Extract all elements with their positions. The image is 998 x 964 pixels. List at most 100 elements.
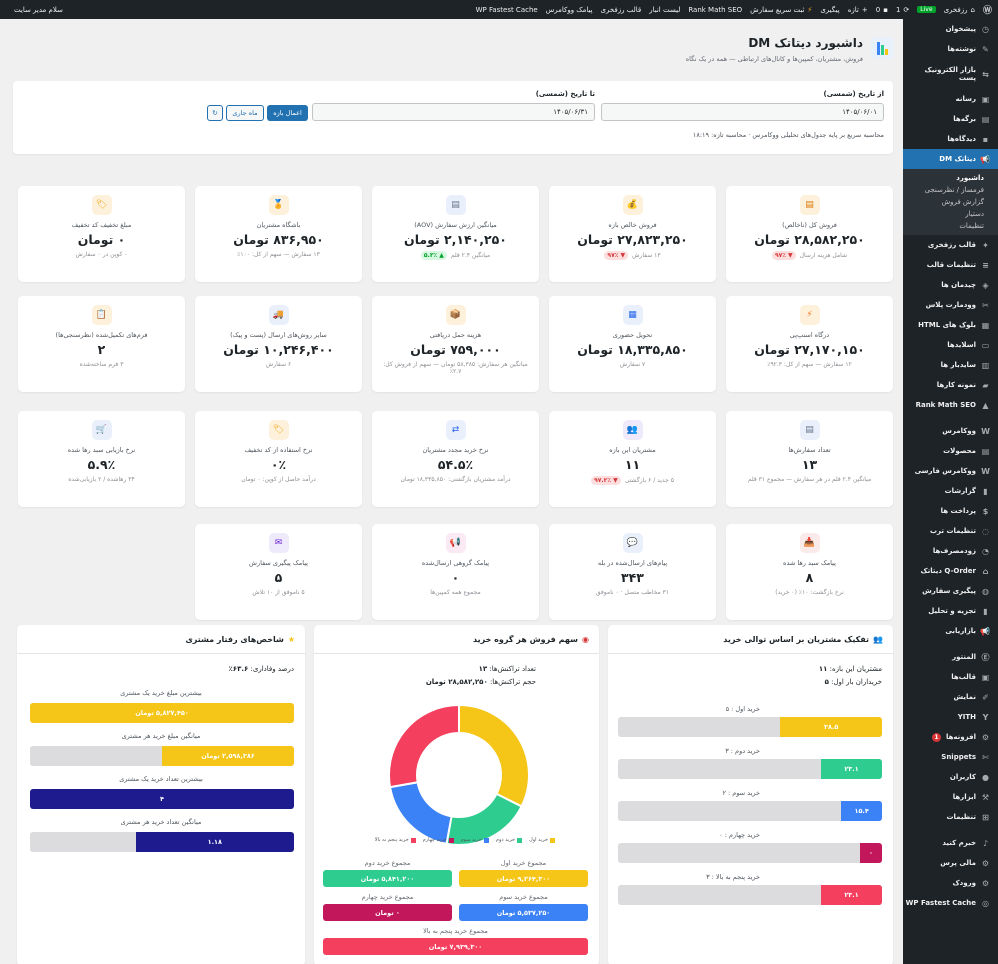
sidebar-item[interactable]: 📢 بازاریابی: [903, 621, 998, 641]
tag-icon: 🏷: [268, 420, 289, 440]
sidebar-item-label: خبرم کنید: [942, 839, 976, 847]
site-name-link[interactable]: ⌂ رزفخری: [943, 5, 975, 14]
sidebar-item[interactable]: ≡ تنظیمات قالب: [903, 255, 998, 275]
sidebar-item[interactable]: Ⓔ المنتور: [903, 647, 998, 667]
current-month-button[interactable]: ماه جاری: [226, 105, 264, 121]
purchase-sequence-panel: 👥 تفکیک مشتریان بر اساس توالی خرید مشتریا…: [608, 625, 893, 964]
apply-range-button[interactable]: اعمال بازه: [267, 105, 308, 121]
sidebar-item[interactable]: ◷ پیشخوان: [903, 19, 998, 39]
sidebar-item[interactable]: ⚒ ابزارها: [903, 787, 998, 807]
sidebar-item-label: تنظیمات قالب: [926, 261, 976, 269]
sidebar-item[interactable]: ◈ چیدمان ها: [903, 275, 998, 295]
my-account-link[interactable]: سلام مدیر سایت: [14, 5, 63, 14]
live-badge[interactable]: Live: [917, 6, 936, 13]
to-date-label: تا تاریخ (شمسی): [535, 90, 595, 98]
kpi-value: ۱۸,۳۳۵,۸۵۰ تومان: [577, 342, 688, 357]
sidebar-item[interactable]: ◎ WP Fastest Cache: [903, 893, 998, 913]
submenu-item[interactable]: دستیار: [965, 210, 984, 218]
sidebar-item[interactable]: W ووکامرس: [903, 421, 998, 441]
sidebar-item[interactable]: ▣ رسانه: [903, 89, 998, 109]
sidebar-item[interactable]: ✎ نوشته‌ها: [903, 39, 998, 59]
megaphone-icon: 📢: [445, 533, 466, 553]
from-date-input[interactable]: ۱۴۰۵/۰۶/۰۱: [601, 103, 884, 121]
adminbar-item[interactable]: لیست انبار: [649, 5, 681, 14]
kpi-card: ⚡ درگاه اسنپ‌پی ۲۷,۱۷۰,۱۵۰ تومان ۱۲ سفارش —…: [726, 296, 893, 392]
sidebar-item[interactable]: ✄ Snippets: [903, 747, 998, 767]
submenu-item[interactable]: فرمساز / نظرسنجی: [924, 186, 984, 194]
behavior-bar-value: ۴: [160, 795, 164, 803]
sidebar-item[interactable]: ▣ قالب‌ها: [903, 667, 998, 687]
kpi-subtext-label: ۶ سفارش: [265, 361, 292, 368]
tool-icon: ✂: [982, 300, 989, 310]
sidebar-item[interactable]: ⚙ مالی پرس: [903, 853, 998, 873]
sidebar-item[interactable]: ▤ برگه‌ها: [903, 109, 998, 129]
sidebar-item[interactable]: ⚙ افزونه‌ها 1: [903, 727, 998, 747]
kpi-value: ۵۴.۵٪: [437, 457, 474, 472]
submenu-item[interactable]: داشبورد: [956, 174, 984, 182]
behavior-bar-track: ۴: [30, 789, 294, 809]
adminbar-item[interactable]: ⚡ ثبت سریع سفارش: [750, 5, 813, 14]
star-icon: ★: [287, 635, 295, 644]
sidebar-item[interactable]: Y YITH: [903, 707, 998, 727]
sidebar-item[interactable]: ▭ اسلایدها: [903, 335, 998, 355]
behavior-bar-label: میانگین تعداد خرید هر مشتری: [120, 818, 202, 826]
to-date-input[interactable]: ۱۴۰۵/۰۶/۳۱: [312, 103, 595, 121]
sidebar-item[interactable]: ⇆ بازار الکترونیک پست: [903, 59, 998, 89]
kpi-subtext: درآمد مشتریان بازگشتی: ۱۸,۳۳۵,۸۵۰ تومان: [372, 476, 539, 483]
new-content-link[interactable]: + تازه: [847, 5, 868, 14]
sequence-bar-label: خرید پنجم به بالا : ۳: [706, 873, 760, 881]
sidebar-item[interactable]: ▮ تجزیه و تحلیل: [903, 601, 998, 621]
sidebar-item[interactable]: ▦ بلوک های HTML: [903, 315, 998, 335]
sidebar-item[interactable]: ● کاربران: [903, 767, 998, 787]
sequence-bar-track: ۱۵.۴: [618, 801, 882, 821]
sidebar-item-label: تجزیه و تحلیل: [928, 607, 976, 615]
sidebar-item[interactable]: ▪ دیدگاه‌ها: [903, 129, 998, 149]
sidebar-item[interactable]: ▰ نمونه کارها: [903, 375, 998, 395]
adminbar-item[interactable]: پیگیری: [820, 5, 840, 14]
sidebar-item[interactable]: ◔ زودمصرف‌ها: [903, 541, 998, 561]
sidebar-item[interactable]: ▤ محصولات: [903, 441, 998, 461]
submenu-item[interactable]: تنظیمات: [959, 222, 984, 230]
wp-logo-menu[interactable]: Ⓦ: [983, 3, 992, 16]
admin-bar: Ⓦ ⌂ رزفخری Live ⟳ 1 ▪ 0 + تازه پیگیری ⚡ ثبت س…: [0, 0, 998, 19]
kpi-subtext-label: ۳۱ مخاطب متصل · ۰ ناموفق: [595, 589, 670, 596]
legend-label: خرید چهارم: [422, 837, 447, 843]
sidebar-item[interactable]: 📢 دیتاتک DM: [903, 149, 998, 169]
sidebar-item[interactable]: ▲ Rank Math SEO: [903, 395, 998, 415]
brush-icon: ✐: [982, 692, 989, 702]
page-title: داشبورد دیتاتک DM: [748, 36, 863, 50]
sidebar-item[interactable]: W ووکامرس فارسی: [903, 461, 998, 481]
kpi-value: ۰٪: [270, 457, 287, 472]
comments-link[interactable]: ▪ 0: [875, 5, 888, 14]
sidebar-item[interactable]: ✦ قالب رزفخری: [903, 235, 998, 255]
tag-icon: 🏷: [91, 195, 112, 215]
refresh-button[interactable]: ↻: [207, 105, 223, 121]
kpi-card: 📢 پیامک گروهی ارسال‌شده ۰ مجموع همه کمپین‌ه…: [372, 524, 539, 620]
sidebar-item[interactable]: ✐ نمایش: [903, 687, 998, 707]
page-header: داشبورد دیتاتک DM فروش، مشتریان، کمپین‌ه…: [13, 33, 893, 93]
sidebar-item[interactable]: ◌ تنظیمات ترب: [903, 521, 998, 541]
submenu-item[interactable]: گزارش فروش: [941, 198, 984, 206]
kpi-card: 🚚 سایر روش‌های ارسال (پست و پیک) ۱۰,۲۴۶,۴۰…: [195, 296, 362, 392]
sidebar-item[interactable]: ⚙ ورودک: [903, 873, 998, 893]
sidebar-item[interactable]: ⌂ Q-Order دیتاتک: [903, 561, 998, 581]
sidebar-item[interactable]: $ پرداخت ها: [903, 501, 998, 521]
sidebar-item[interactable]: ▮ گزارشات: [903, 481, 998, 501]
sidebar-item-label: بازاریابی: [945, 627, 976, 635]
trend-pill: ▼ ۹۷٪: [771, 251, 796, 260]
comment-icon: ▪: [883, 5, 888, 14]
sidebar-item[interactable]: ♪ خبرم کنید: [903, 833, 998, 853]
adminbar-item[interactable]: WP Fastest Cache: [475, 5, 538, 14]
kpi-title: درگاه اسنپ‌پی: [789, 331, 830, 339]
sidebar-item[interactable]: ✂ وودمارت پلاس: [903, 295, 998, 315]
kpi-title: مبلغ تخفیف کد تخفیف: [71, 221, 132, 229]
adminbar-item[interactable]: پیامک ووکامرس: [545, 5, 593, 14]
behavior-bar-label: میانگین مبلغ خرید هر مشتری: [121, 732, 201, 740]
repeat-icon: ⇄: [445, 420, 466, 440]
adminbar-item[interactable]: Rank Math SEO: [688, 5, 743, 14]
sidebar-item[interactable]: ⊞ تنظیمات: [903, 807, 998, 827]
sidebar-item[interactable]: ▥ سایدبار ها: [903, 355, 998, 375]
adminbar-item[interactable]: قالب رزفخری: [600, 5, 642, 14]
updates-link[interactable]: ⟳ 1: [895, 5, 910, 14]
sidebar-item[interactable]: ◍ پیگیری سفارش: [903, 581, 998, 601]
